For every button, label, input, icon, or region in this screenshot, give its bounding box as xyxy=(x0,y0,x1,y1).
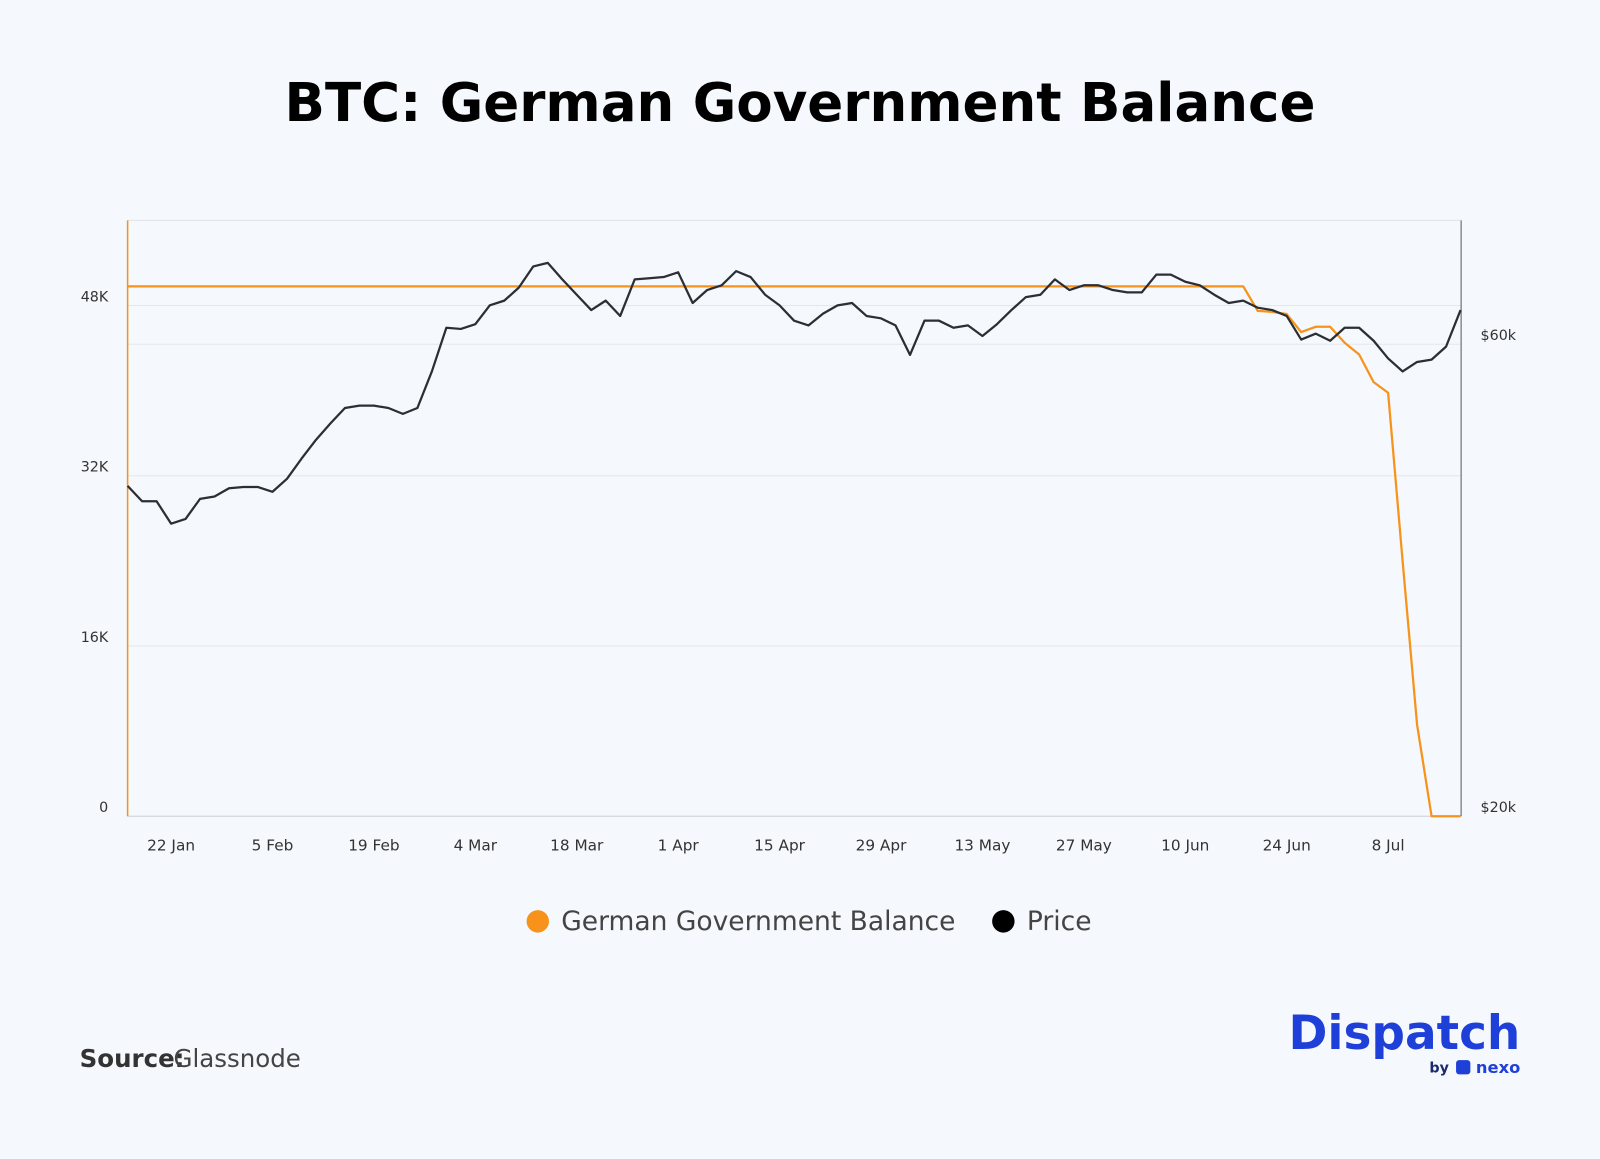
y2-tick-label: $60k xyxy=(1481,328,1517,344)
x-tick-label: 24 Jun xyxy=(1263,836,1311,854)
x-tick-label: 13 May xyxy=(954,836,1010,854)
y2-tick-label: $20k xyxy=(1481,800,1517,816)
x-tick-label: 18 Mar xyxy=(550,836,604,854)
legend-marker xyxy=(526,910,550,933)
source-label: Source: xyxy=(80,1044,185,1073)
x-tick-label: 29 Apr xyxy=(856,836,908,854)
series-line xyxy=(126,261,1462,525)
source-text: Glassnode xyxy=(174,1044,301,1073)
x-tick-label: 22 Jan xyxy=(147,836,195,854)
brand-partner: nexo xyxy=(1476,1058,1520,1077)
legend-label: Price xyxy=(1027,906,1092,937)
partner-icon xyxy=(1456,1060,1471,1075)
y-tick-label: 0 xyxy=(99,800,108,816)
x-tick-label: 10 Jun xyxy=(1161,836,1209,854)
x-tick-label: 1 Apr xyxy=(658,836,700,854)
series-line xyxy=(127,285,1461,818)
x-tick-label: 15 Apr xyxy=(754,836,806,854)
brand-name: Dispatch xyxy=(1288,1006,1520,1061)
legend-label: German Government Balance xyxy=(561,906,955,937)
y-tick-label: 16K xyxy=(81,630,109,646)
y-tick-label: 32K xyxy=(81,460,109,476)
x-tick-label: 4 Mar xyxy=(454,836,498,854)
brand-by: by xyxy=(1429,1060,1449,1076)
x-tick-label: 8 Jul xyxy=(1372,836,1405,854)
x-tick-label: 27 May xyxy=(1056,836,1112,854)
chart-title: BTC: German Government Balance xyxy=(285,72,1316,134)
x-tick-label: 5 Feb xyxy=(252,836,294,854)
x-tick-label: 19 Feb xyxy=(348,836,399,854)
y-tick-label: 48K xyxy=(81,289,109,305)
legend-marker xyxy=(992,910,1015,933)
